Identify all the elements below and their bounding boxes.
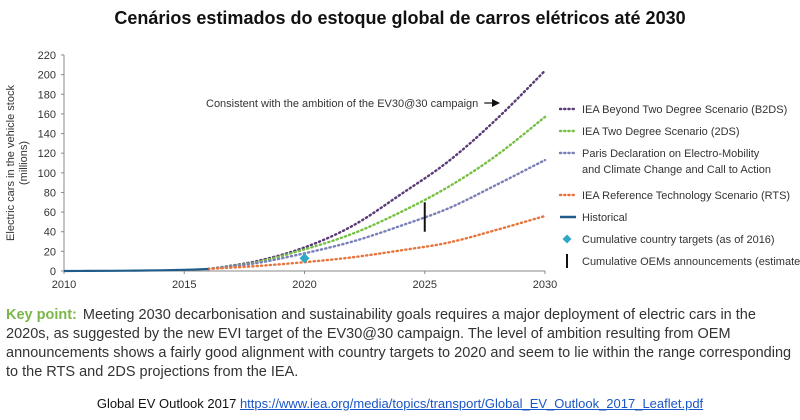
ev-stock-chart: 0 20 40 60 80 100 120 140 160 180 200 220 2010 2015 20…	[5, 50, 800, 291]
legend-item-6: Cumulative OEMs announcements (estimate)	[566, 254, 800, 268]
legend-label: Cumulative OEMs announcements (estimate)	[582, 256, 800, 268]
key-point-text: Meeting 2030 decarbonisation and sustain…	[6, 307, 792, 380]
plot-markers	[299, 202, 426, 264]
y-tick-label: 40	[44, 227, 56, 239]
legend-item-2: Paris Declaration on Electro-Mobility and…	[558, 148, 771, 176]
legend-item-5: Cumulative country targets (as of 2016)	[562, 234, 775, 246]
key-point: Key point: Meeting 2030 decarbonisation a…	[6, 306, 796, 382]
legend-swatch	[562, 234, 572, 244]
legend-item-3: IEA Reference Technology Scenario (RTS)	[558, 190, 790, 202]
legend-label: Cumulative country targets (as of 2016)	[582, 234, 775, 246]
y-tick-label: 100	[38, 168, 56, 180]
x-tick-label: 2025	[413, 279, 437, 291]
axes: 0 20 40 60 80 100 120 140 160 180 200 220 2010 2015 20…	[38, 50, 558, 291]
series-line-3	[207, 214, 547, 271]
page-title: Cenários estimados do estoque global de …	[114, 8, 686, 28]
key-point-label: Key point:	[6, 307, 77, 323]
y-tick-label: 80	[44, 187, 56, 199]
x-tick-label: 2030	[533, 279, 557, 291]
series-line-1	[207, 115, 547, 271]
y-tick-label: 200	[38, 70, 56, 82]
annotation-text: Consistent with the ambition of the EV30…	[206, 98, 478, 110]
legend-item-4: Historical	[560, 212, 627, 224]
x-tick-label: 2020	[292, 279, 316, 291]
y-tick-label: 220	[38, 50, 56, 62]
annotation: Consistent with the ambition of the EV30…	[206, 98, 500, 110]
legend-label: Historical	[582, 212, 627, 224]
legend-item-1: IEA Two Degree Scenario (2DS)	[558, 126, 740, 138]
y-tick-label: 60	[44, 207, 56, 219]
x-tick-label: 2015	[172, 279, 196, 291]
y-tick-label: 160	[38, 109, 56, 121]
legend-item-0: IEA Beyond Two Degree Scenario (B2DS)	[558, 104, 787, 116]
series-line-0	[207, 69, 547, 271]
x-tick-label: 2010	[52, 279, 76, 291]
plot-lines	[63, 69, 547, 273]
y-tick-label: 20	[44, 246, 56, 258]
y-tick-label: 180	[38, 89, 56, 101]
legend: IEA Beyond Two Degree Scenario (B2DS) IEA…	[558, 104, 800, 268]
y-tick-label: 120	[38, 148, 56, 160]
legend-label: IEA Two Degree Scenario (2DS)	[582, 126, 740, 138]
source-link[interactable]: https://www.iea.org/media/topics/transpo…	[239, 396, 704, 411]
series-line-4	[63, 267, 209, 273]
legend-label: IEA Beyond Two Degree Scenario (B2DS)	[582, 104, 787, 116]
source-label: Global EV Outlook 2017	[96, 396, 237, 411]
country-target-marker	[299, 253, 310, 264]
y-axis-label: Electric cars in the vehicle stock(milli…	[5, 85, 30, 241]
y-tick-label: 0	[50, 266, 56, 278]
legend-label: Paris Declaration on Electro-Mobility and…	[582, 148, 771, 176]
legend-label: IEA Reference Technology Scenario (RTS)	[582, 190, 790, 202]
source-citation: Global EV Outlook 2017 https://www.iea.o…	[0, 396, 800, 411]
annotation-arrowhead	[492, 99, 500, 107]
y-tick-label: 140	[38, 129, 56, 141]
series-line-2	[207, 158, 547, 271]
